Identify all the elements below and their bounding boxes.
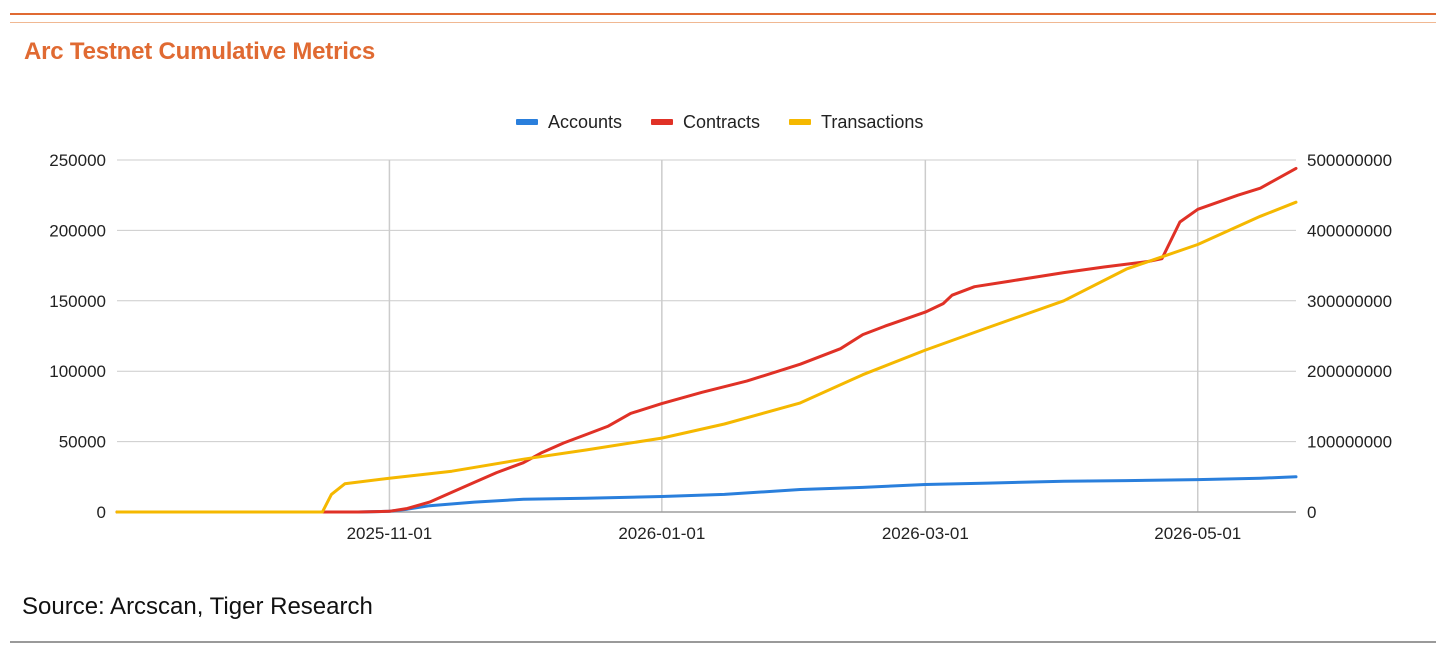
legend-swatch-transactions <box>789 119 811 125</box>
legend-swatch-contracts <box>651 119 673 125</box>
y-left-tick-label: 50000 <box>59 433 106 452</box>
x-tick-label: 2025-11-01 <box>347 524 433 543</box>
top-accent-rule-thin <box>10 22 1436 23</box>
top-accent-rule <box>10 13 1436 15</box>
y-right-tick-label: 300000000 <box>1307 292 1392 311</box>
chart-axes: 0 50000 100000 150000 200000 250000 0 100000000… <box>49 151 1392 543</box>
legend-label-transactions: Transactions <box>821 112 923 132</box>
x-tick-label: 2026-01-01 <box>618 524 705 543</box>
series-line-contracts <box>115 166 1298 514</box>
y-left-tick-label: 200000 <box>49 221 106 240</box>
chart-legend: Accounts Contracts Transactions <box>516 112 923 132</box>
chart-series <box>115 166 1298 514</box>
y-left-tick-label: 100000 <box>49 362 106 381</box>
legend-label-contracts: Contracts <box>683 112 760 132</box>
series-line-accounts <box>115 475 1298 514</box>
bottom-rule <box>10 641 1436 643</box>
y-right-tick-label: 100000000 <box>1307 433 1392 452</box>
y-right-tick-label: 0 <box>1307 503 1316 522</box>
legend-swatch-accounts <box>516 119 538 125</box>
chart-canvas: 0 50000 100000 150000 200000 250000 0 100000000… <box>49 112 1392 543</box>
legend-label-accounts: Accounts <box>548 112 622 132</box>
y-left-tick-label: 250000 <box>49 151 106 170</box>
x-tick-label: 2026-05-01 <box>1154 524 1241 543</box>
chart-title: Arc Testnet Cumulative Metrics <box>24 38 375 65</box>
series-line-transactions <box>115 200 1298 514</box>
y-left-tick-label: 150000 <box>49 292 106 311</box>
source-note: Source: Arcscan, Tiger Research <box>22 593 373 620</box>
x-tick-label: 2026-03-01 <box>882 524 969 543</box>
y-left-tick-label: 0 <box>97 503 106 522</box>
y-right-tick-label: 200000000 <box>1307 362 1392 381</box>
y-right-tick-label: 400000000 <box>1307 221 1392 240</box>
chart-grid <box>117 159 1296 512</box>
y-right-tick-label: 500000000 <box>1307 151 1392 170</box>
